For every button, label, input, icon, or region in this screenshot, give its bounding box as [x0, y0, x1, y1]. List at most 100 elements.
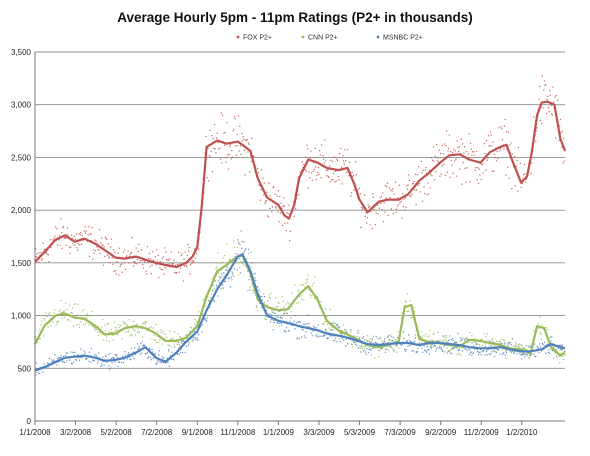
data-point — [517, 344, 520, 346]
data-point — [301, 336, 303, 338]
data-point — [492, 141, 494, 143]
data-point — [488, 353, 490, 355]
data-point — [129, 358, 131, 360]
data-point — [130, 251, 132, 254]
data-point — [117, 365, 119, 368]
data-point — [407, 184, 409, 186]
data-point — [418, 183, 420, 185]
data-point — [72, 361, 75, 363]
data-point — [495, 345, 497, 348]
data-point — [71, 363, 73, 365]
data-point — [162, 269, 164, 271]
data-point — [505, 357, 507, 359]
data-point — [205, 135, 207, 138]
data-point — [257, 172, 260, 174]
data-point — [78, 233, 80, 235]
x-tick-label: 5/3/2009 — [344, 428, 376, 437]
data-point — [178, 347, 180, 349]
data-point — [350, 329, 352, 331]
data-point — [204, 305, 206, 307]
data-point — [223, 255, 226, 257]
data-point — [290, 311, 292, 313]
data-point — [281, 317, 283, 319]
data-point — [213, 123, 216, 126]
data-point — [158, 341, 160, 344]
data-point — [154, 256, 156, 258]
data-point — [152, 351, 154, 353]
data-point — [199, 326, 202, 328]
data-point — [147, 261, 149, 263]
data-point — [394, 181, 397, 183]
data-point — [452, 337, 454, 340]
data-point — [72, 243, 74, 245]
data-point — [211, 289, 214, 291]
data-point — [466, 338, 468, 340]
data-point — [106, 336, 108, 338]
data-point — [64, 316, 66, 318]
data-point — [539, 332, 541, 334]
data-point — [57, 244, 59, 246]
data-point — [508, 177, 510, 179]
data-point — [237, 145, 239, 147]
data-point — [309, 177, 311, 179]
data-point — [225, 157, 228, 159]
data-point — [192, 260, 194, 262]
gridlines — [35, 51, 565, 369]
data-point — [195, 338, 197, 341]
data-point — [224, 280, 226, 282]
data-point — [367, 340, 369, 342]
data-point — [525, 349, 528, 351]
data-point — [304, 168, 306, 171]
data-point — [138, 331, 141, 334]
data-point — [428, 193, 430, 195]
data-point — [402, 193, 404, 195]
data-point — [210, 150, 212, 152]
data-point — [156, 335, 158, 337]
data-point — [64, 302, 67, 304]
data-point — [275, 306, 277, 308]
data-point — [222, 287, 224, 289]
data-point — [60, 299, 62, 302]
data-point — [142, 336, 144, 338]
data-point — [83, 350, 85, 352]
data-point — [360, 345, 363, 348]
data-point — [226, 243, 228, 245]
data-point — [475, 150, 478, 153]
data-point — [307, 187, 309, 189]
data-point — [320, 335, 322, 337]
data-point — [171, 351, 173, 353]
data-point — [121, 338, 123, 340]
data-point — [106, 323, 109, 325]
data-point — [469, 181, 471, 183]
data-point — [396, 344, 399, 346]
data-point — [59, 244, 61, 246]
data-point — [348, 175, 350, 177]
data-point — [350, 195, 352, 197]
data-point — [58, 239, 60, 241]
data-point — [454, 341, 456, 343]
data-point — [358, 346, 360, 349]
data-point — [229, 286, 232, 288]
data-point — [220, 112, 222, 114]
data-point — [141, 259, 143, 262]
data-point — [371, 227, 373, 229]
data-point — [303, 299, 305, 301]
data-point — [209, 306, 211, 308]
data-point — [92, 258, 94, 260]
data-point — [432, 159, 434, 161]
data-point — [74, 244, 76, 246]
data-point — [150, 359, 152, 361]
data-point — [414, 173, 416, 175]
data-point — [491, 351, 493, 353]
data-point — [56, 228, 58, 230]
data-point — [539, 85, 541, 88]
data-point — [434, 179, 436, 181]
data-point — [304, 323, 306, 326]
data-point — [133, 357, 135, 360]
data-point — [564, 354, 566, 356]
data-point — [192, 339, 194, 341]
data-point — [400, 317, 403, 319]
data-point — [412, 182, 414, 185]
data-point — [101, 244, 103, 246]
